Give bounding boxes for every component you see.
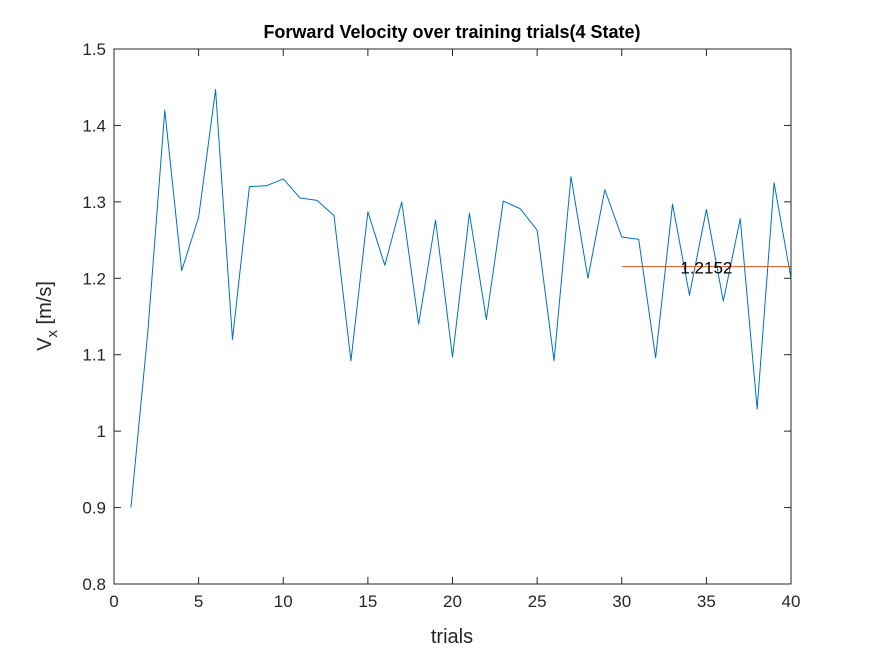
y-tick-label: 0.8 xyxy=(82,575,106,594)
y-axis-label-unit: [m/s] xyxy=(34,281,56,330)
y-axis-label: Vx [m/s] xyxy=(34,281,61,351)
y-axis-label-main: V xyxy=(34,337,56,351)
y-tick-label: 1 xyxy=(97,422,106,441)
chart-title: Forward Velocity over training trials(4 … xyxy=(263,22,640,42)
y-tick-label: 1.4 xyxy=(82,116,106,135)
x-tick-label: 20 xyxy=(443,592,462,611)
x-tick-label: 0 xyxy=(109,592,118,611)
y-axis-label-subscript: x xyxy=(44,330,61,338)
plot-area xyxy=(114,49,791,584)
series-layer xyxy=(130,89,792,508)
x-tick-label: 15 xyxy=(358,592,377,611)
mean-annotation: 1.2152 xyxy=(680,259,732,278)
y-tick-label: 1.3 xyxy=(82,193,106,212)
x-tick-label: 10 xyxy=(274,592,293,611)
y-axis: 0.8 0.9 1 1.1 1.2 1.3 1.4 1.5 xyxy=(82,40,791,594)
x-tick-label: 35 xyxy=(697,592,716,611)
x-tick-label: 30 xyxy=(612,592,631,611)
x-tick-label: 25 xyxy=(528,592,547,611)
x-axis: 0 5 10 15 20 25 30 35 40 xyxy=(109,49,800,611)
series-line-1 xyxy=(130,89,792,508)
x-tick-label: 40 xyxy=(782,592,801,611)
x-axis-label: trials xyxy=(431,626,473,648)
y-tick-label: 1.5 xyxy=(82,40,106,59)
x-tick-label: 5 xyxy=(194,592,203,611)
y-tick-label: 1.1 xyxy=(82,346,106,365)
y-tick-label: 0.9 xyxy=(82,499,106,518)
y-tick-label: 1.2 xyxy=(82,269,106,288)
